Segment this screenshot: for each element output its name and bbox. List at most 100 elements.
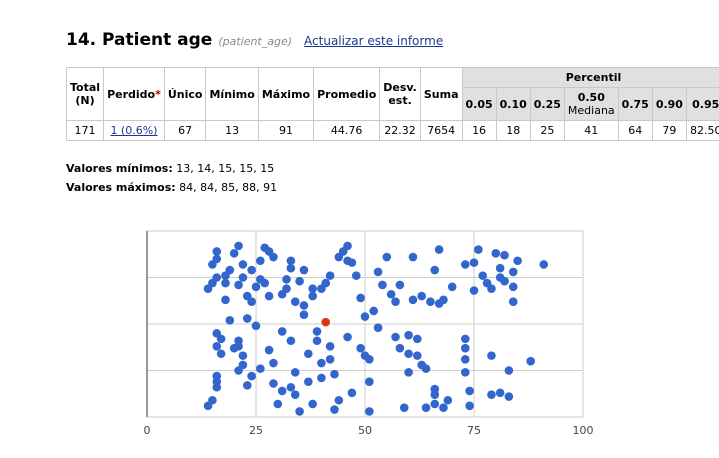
chart-points xyxy=(203,241,549,416)
data-point xyxy=(277,327,287,336)
data-point xyxy=(365,355,374,364)
data-point xyxy=(487,284,496,293)
cell-q75: 64 xyxy=(617,120,653,141)
data-point xyxy=(508,297,518,306)
data-point xyxy=(264,345,274,355)
x-tick-label: 50 xyxy=(358,424,372,437)
data-point xyxy=(500,250,509,260)
cell-q10: 18 xyxy=(495,120,531,141)
x-tick-label: 25 xyxy=(249,424,263,437)
data-point xyxy=(212,254,222,264)
data-point xyxy=(304,377,313,386)
cell-total: 171 xyxy=(65,120,105,141)
max-values-list: 84, 84, 85, 88, 91 xyxy=(179,181,278,194)
data-point xyxy=(382,252,392,262)
data-point xyxy=(408,252,418,262)
data-point xyxy=(391,297,400,306)
data-point xyxy=(469,286,479,295)
cell-q25: 25 xyxy=(529,120,565,141)
data-point xyxy=(269,358,278,368)
data-point xyxy=(216,349,226,359)
data-point xyxy=(312,336,322,346)
header-q95: 0.95 xyxy=(685,87,719,121)
data-point xyxy=(212,273,222,282)
data-point xyxy=(325,342,335,351)
header-mean: Promedio xyxy=(313,67,381,121)
data-point xyxy=(460,334,470,344)
data-point xyxy=(447,282,457,292)
data-point xyxy=(247,265,256,275)
data-point xyxy=(251,321,261,331)
data-point xyxy=(330,405,339,414)
data-point xyxy=(238,351,248,360)
data-point xyxy=(386,289,396,299)
data-point xyxy=(439,403,448,413)
data-point xyxy=(356,343,365,353)
min-values-line: Valores mínimos: 13, 14, 15, 15, 15 xyxy=(66,162,274,175)
data-point xyxy=(404,368,413,377)
data-point xyxy=(347,258,357,267)
header-q25: 0.25 xyxy=(529,87,565,121)
data-point xyxy=(295,276,304,286)
data-point xyxy=(399,403,409,413)
data-point xyxy=(508,282,518,292)
data-point xyxy=(443,395,453,405)
update-report-link[interactable]: Actualizar este informe xyxy=(304,34,444,48)
data-point xyxy=(269,252,278,262)
missing-link[interactable]: 1 (0.6%) xyxy=(110,124,158,137)
data-point xyxy=(321,278,331,288)
header-sum: Suma xyxy=(419,67,463,121)
data-point xyxy=(360,312,370,321)
page-title: 14. Patient age xyxy=(66,30,213,50)
data-point xyxy=(365,407,374,416)
data-point xyxy=(504,366,514,375)
data-point xyxy=(317,373,326,383)
data-point xyxy=(356,293,365,303)
data-point xyxy=(251,282,261,292)
data-point xyxy=(404,330,413,340)
data-point xyxy=(404,349,413,359)
data-point xyxy=(373,267,383,277)
header-missing-star: * xyxy=(155,87,161,101)
header-missing-label: Perdido xyxy=(107,87,156,101)
cell-missing: 1 (0.6%) xyxy=(103,120,165,141)
data-point xyxy=(290,390,300,399)
data-point xyxy=(460,260,470,269)
data-point xyxy=(430,384,440,394)
data-point xyxy=(229,249,239,258)
data-point xyxy=(247,297,256,306)
data-point xyxy=(495,388,505,398)
data-point xyxy=(413,351,422,360)
data-point xyxy=(330,369,339,379)
data-point xyxy=(208,395,217,405)
data-point xyxy=(295,407,304,416)
data-point xyxy=(465,386,474,396)
data-point xyxy=(312,327,322,336)
data-point xyxy=(225,265,235,275)
cell-q05: 16 xyxy=(461,120,497,141)
data-point xyxy=(391,332,400,342)
header-q50: 0.50 Mediana xyxy=(563,87,619,121)
data-point xyxy=(439,295,448,305)
data-point xyxy=(317,358,326,368)
data-point xyxy=(290,368,300,377)
header-q90: 0.90 xyxy=(651,87,687,121)
report-header: 14. Patient age (patient_age) Actualizar… xyxy=(66,30,443,50)
data-point xyxy=(325,271,335,280)
data-point xyxy=(242,314,252,323)
data-point xyxy=(413,334,422,344)
data-point xyxy=(282,275,291,284)
data-point xyxy=(212,342,222,351)
data-point xyxy=(269,379,278,388)
data-point xyxy=(277,386,287,396)
data-point xyxy=(430,399,440,409)
data-point xyxy=(369,306,379,316)
header-sd: Desv. est. xyxy=(379,67,421,121)
data-point xyxy=(234,241,243,251)
cell-max: 91 xyxy=(257,120,315,141)
data-point xyxy=(478,271,488,280)
header-q50-sub: Mediana xyxy=(567,104,615,117)
data-point xyxy=(460,355,470,364)
max-values-line: Valores máximos: 84, 84, 85, 88, 91 xyxy=(66,181,277,194)
data-point xyxy=(221,295,230,305)
